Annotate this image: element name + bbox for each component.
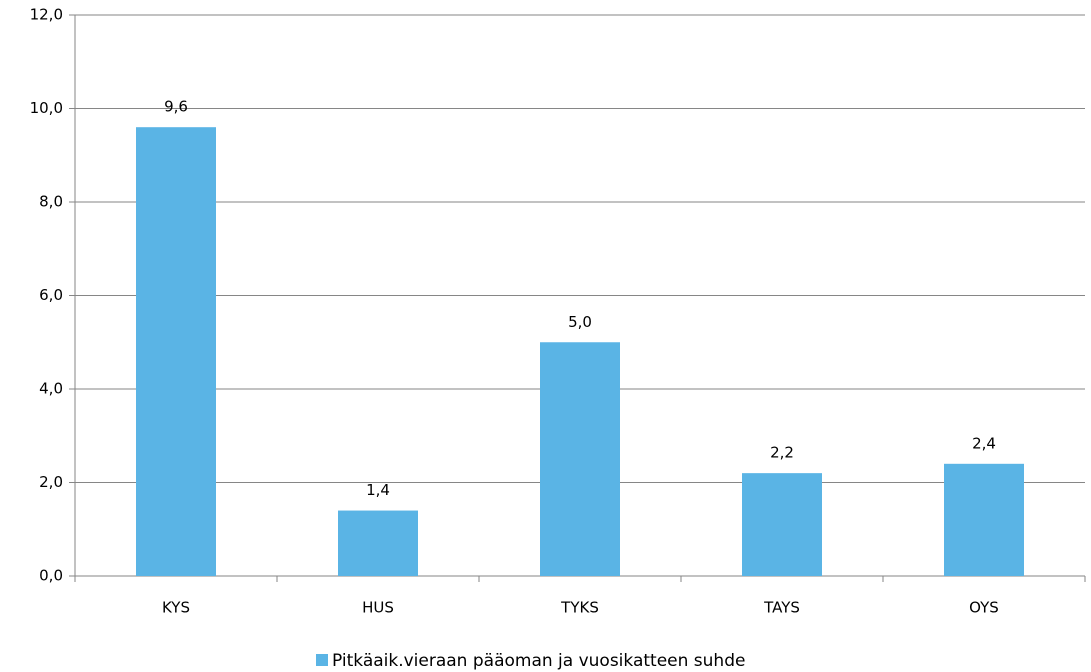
legend-label: Pitkäaik.vieraan pääoman ja vuosikatteen… (332, 651, 745, 671)
bar (338, 510, 418, 576)
y-tick-label: 12,0 (30, 6, 63, 24)
x-tick-label: TAYS (763, 599, 800, 617)
y-tick-label: 0,0 (39, 567, 63, 585)
data-label: 9,6 (164, 98, 188, 116)
bar (742, 473, 822, 576)
data-label: 2,4 (972, 434, 996, 452)
legend-swatch (316, 654, 328, 666)
x-tick-label: HUS (362, 599, 394, 617)
y-tick-label: 6,0 (39, 286, 63, 304)
x-tick-label: OYS (969, 599, 999, 617)
y-tick-label: 8,0 (39, 193, 63, 211)
y-tick-label: 2,0 (39, 473, 63, 491)
data-label: 1,4 (366, 481, 390, 499)
bar (136, 127, 216, 576)
x-tick-label: KYS (162, 599, 190, 617)
y-tick-label: 10,0 (30, 99, 63, 117)
y-tick-label: 4,0 (39, 380, 63, 398)
data-label: 2,2 (770, 444, 794, 462)
data-label: 5,0 (568, 313, 592, 331)
bar (944, 463, 1024, 576)
bar (540, 342, 620, 576)
x-tick-label: TYKS (560, 599, 599, 617)
